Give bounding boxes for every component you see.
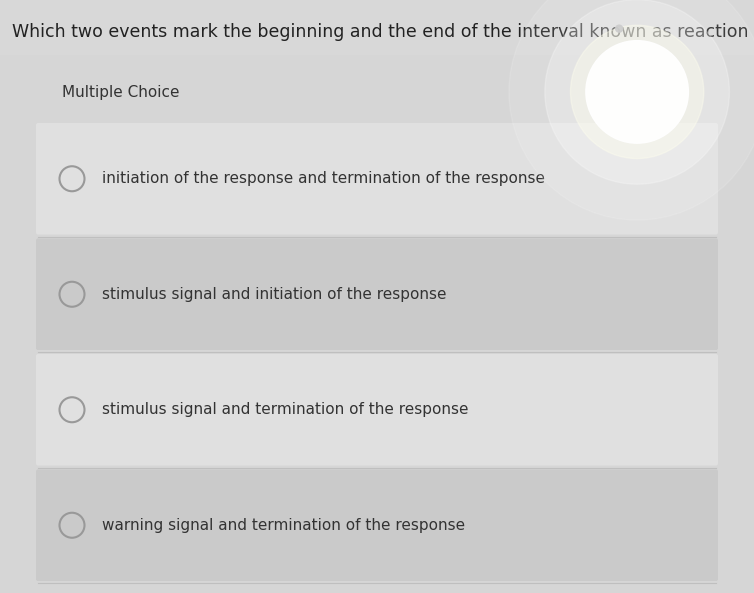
Circle shape	[545, 0, 729, 184]
Circle shape	[586, 41, 688, 143]
FancyBboxPatch shape	[0, 55, 754, 593]
FancyBboxPatch shape	[0, 0, 754, 55]
Text: Which two events mark the beginning and the end of the interval known as reactio: Which two events mark the beginning and …	[12, 23, 754, 41]
FancyBboxPatch shape	[36, 470, 718, 581]
FancyBboxPatch shape	[36, 123, 718, 234]
Text: stimulus signal and initiation of the response: stimulus signal and initiation of the re…	[103, 287, 447, 302]
FancyBboxPatch shape	[36, 238, 718, 350]
FancyBboxPatch shape	[36, 354, 718, 466]
Text: warning signal and termination of the response: warning signal and termination of the re…	[103, 518, 466, 533]
Text: initiation of the response and termination of the response: initiation of the response and terminati…	[103, 171, 545, 186]
Circle shape	[615, 25, 623, 32]
Text: stimulus signal and termination of the response: stimulus signal and termination of the r…	[103, 402, 469, 417]
Circle shape	[571, 25, 703, 158]
Text: Multiple Choice: Multiple Choice	[62, 85, 179, 100]
Circle shape	[509, 0, 754, 220]
